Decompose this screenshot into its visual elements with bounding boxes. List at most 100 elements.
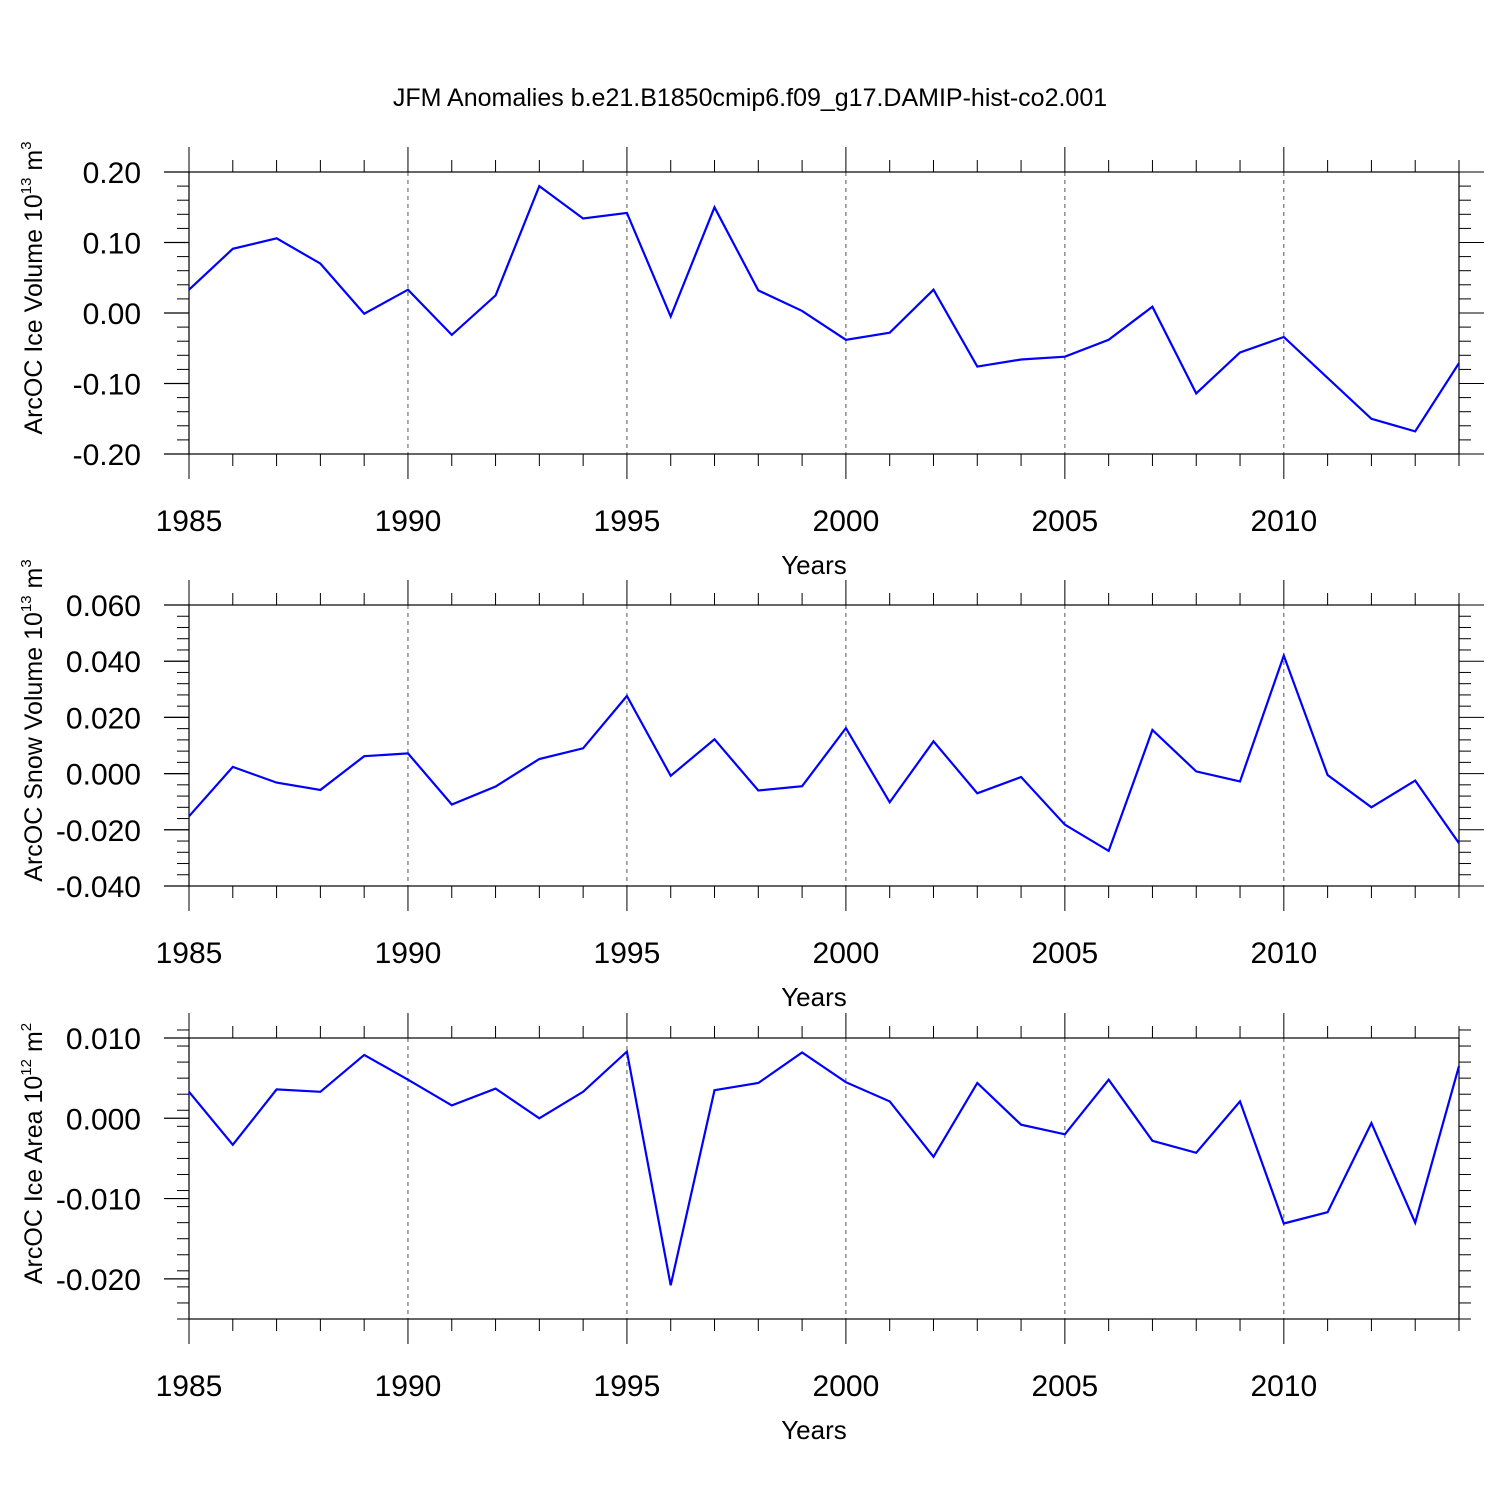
data-point <box>1326 376 1330 380</box>
x-tick-label: 2005 <box>1031 1370 1098 1403</box>
data-point <box>450 1103 454 1107</box>
data-point <box>975 1081 979 1085</box>
data-point <box>844 1080 848 1084</box>
series-line <box>188 652 1460 853</box>
y-tick-label: -0.020 <box>56 815 141 848</box>
data-point <box>362 312 366 316</box>
panel-2: -0.040 -0.020 0.000 0.020 0.040 0.060 1985 1990… <box>18 559 1484 1012</box>
data-point <box>1369 1121 1373 1125</box>
x-tick-label: 2005 <box>1031 505 1098 538</box>
data-point <box>1019 1123 1023 1127</box>
y-tick-label: 0.10 <box>83 228 141 261</box>
data-point <box>318 262 322 266</box>
x-tick-label: 1990 <box>375 937 442 970</box>
data-point <box>844 338 848 342</box>
x-axis-label: Years <box>781 550 847 580</box>
data-point <box>800 1050 804 1054</box>
data-point <box>187 288 191 292</box>
data-point <box>1019 775 1023 779</box>
data-point <box>756 1081 760 1085</box>
data-point <box>1150 1139 1154 1143</box>
series-line <box>188 184 1460 433</box>
data-point <box>1019 358 1023 362</box>
y-tick-label: -0.10 <box>73 369 141 402</box>
x-tick-label: 1990 <box>375 1370 442 1403</box>
data-point <box>1107 338 1111 342</box>
x-tick-label: 2000 <box>813 505 880 538</box>
data-point <box>1238 779 1242 783</box>
data-point <box>1238 1099 1242 1103</box>
y-tick-label: -0.20 <box>73 439 141 472</box>
data-point <box>931 1155 935 1159</box>
x-tick-label: 2010 <box>1250 505 1317 538</box>
y-tick-label: 0.00 <box>83 298 141 331</box>
data-point <box>1457 361 1461 365</box>
data-point <box>888 1099 892 1103</box>
figure-title: JFM Anomalies b.e21.B1850cmip6.f09_g17.D… <box>393 84 1107 112</box>
data-point <box>231 247 235 251</box>
data-point <box>318 788 322 792</box>
data-point <box>1150 728 1154 732</box>
data-point <box>888 800 892 804</box>
data-point <box>275 236 279 240</box>
data-point <box>187 814 191 818</box>
data-point <box>1457 841 1461 845</box>
y-tick-label: -0.010 <box>56 1184 141 1217</box>
data-point <box>450 333 454 337</box>
y-tick-label: 0.010 <box>66 1023 141 1056</box>
y-tick-label: 0.020 <box>66 702 141 735</box>
data-point <box>625 694 629 698</box>
data-point <box>625 211 629 215</box>
data-point <box>406 288 410 292</box>
data-point <box>537 184 541 188</box>
y-tick-label: -0.040 <box>56 871 141 904</box>
data-point <box>494 785 498 789</box>
data-point <box>800 784 804 788</box>
data-point <box>1107 849 1111 853</box>
data-point <box>1326 1210 1330 1214</box>
data-point <box>362 754 366 758</box>
data-point <box>275 781 279 785</box>
data-point <box>975 791 979 795</box>
y-tick-label: -0.020 <box>56 1264 141 1297</box>
data-point <box>406 751 410 755</box>
y-axis-label: ArcOC Ice Area 1012 m2 <box>18 1023 48 1284</box>
data-point <box>275 1087 279 1091</box>
data-point <box>931 739 935 743</box>
data-point <box>231 765 235 769</box>
data-point <box>713 205 717 209</box>
data-point <box>1369 805 1373 809</box>
data-point <box>1063 1132 1067 1136</box>
data-point <box>625 1050 629 1054</box>
x-tick-label: 2005 <box>1031 937 1098 970</box>
data-point <box>1457 1064 1461 1068</box>
data-point <box>537 1116 541 1120</box>
data-point <box>494 293 498 297</box>
data-point <box>581 217 585 221</box>
data-point <box>669 315 673 319</box>
data-point <box>231 1143 235 1147</box>
y-axis-label: ArcOC Snow Volume 1013 m3 <box>18 559 48 881</box>
data-point <box>1282 335 1286 339</box>
data-point <box>975 365 979 369</box>
y-axis-label: ArcOC Ice Volume 1013 m3 <box>18 141 48 434</box>
data-point <box>1413 1221 1417 1225</box>
data-point <box>581 1090 585 1094</box>
y-tick-label: 0.000 <box>66 1103 141 1136</box>
data-point <box>1107 1078 1111 1082</box>
data-point <box>1369 417 1373 421</box>
x-tick-label: 2000 <box>813 1370 880 1403</box>
plot-frame <box>188 604 1460 887</box>
data-point <box>494 1087 498 1091</box>
data-point <box>756 288 760 292</box>
data-point <box>844 726 848 730</box>
data-point <box>1194 1151 1198 1155</box>
data-point <box>1194 391 1198 395</box>
data-point <box>581 746 585 750</box>
y-tick-label: 0.000 <box>66 759 141 792</box>
data-point <box>450 803 454 807</box>
data-point <box>713 1088 717 1092</box>
data-point <box>187 1090 191 1094</box>
data-point <box>1150 305 1154 309</box>
